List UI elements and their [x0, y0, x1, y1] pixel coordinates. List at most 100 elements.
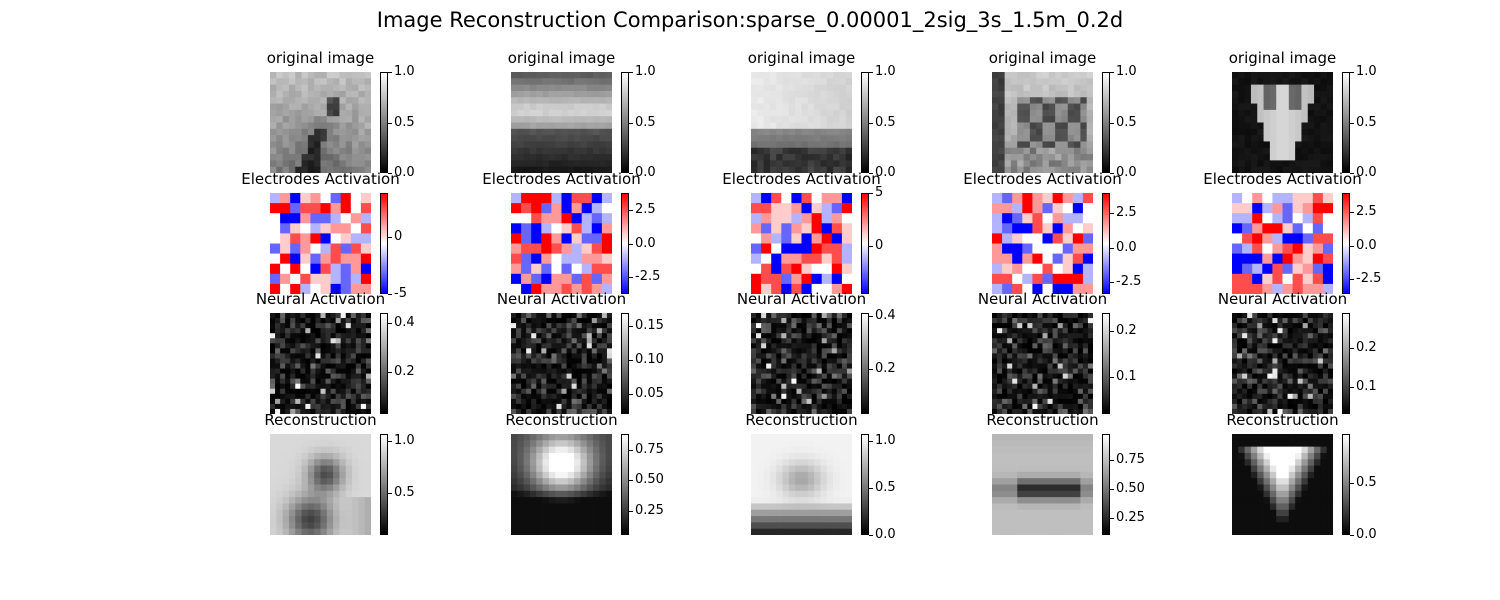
heatmap-cell	[1088, 394, 1093, 399]
heatmap-cell	[1074, 85, 1081, 92]
heatmap-cell	[1061, 440, 1068, 447]
heatmap-cell	[333, 116, 340, 123]
heatmap-cell	[1063, 374, 1068, 379]
heatmap-cell	[1017, 503, 1024, 510]
heatmap-cell	[1270, 141, 1277, 148]
heatmap-cell	[574, 491, 581, 498]
heatmap-cell	[516, 333, 521, 338]
heatmap-cell	[1087, 472, 1093, 479]
heatmap-cell	[820, 110, 827, 117]
heatmap-cell	[333, 472, 340, 479]
heatmap-cell	[1011, 491, 1018, 498]
heatmap-cell	[516, 389, 521, 394]
heatmap-cell	[1232, 274, 1243, 285]
heatmap-cell	[1068, 466, 1075, 473]
heatmap-cell	[1078, 323, 1083, 328]
heatmap-cell	[511, 129, 518, 136]
heatmap-cell	[1257, 129, 1264, 136]
heatmap-cell	[572, 394, 577, 399]
heatmap-cell	[336, 333, 341, 338]
heatmap-cell	[1272, 233, 1283, 244]
heatmap-cell	[817, 328, 822, 333]
heatmap-cell	[783, 91, 790, 98]
heatmap-cell	[1002, 323, 1007, 328]
heatmap-cell	[1048, 404, 1053, 409]
heatmap-cell	[285, 389, 290, 394]
heatmap-cell	[1007, 389, 1012, 394]
heatmap-cell	[336, 369, 341, 374]
heatmap-cell	[567, 343, 572, 348]
heatmap-cell	[776, 154, 783, 161]
heatmap-cell	[1277, 348, 1282, 353]
heatmap-cell	[833, 78, 840, 85]
heatmap-cell	[1074, 160, 1081, 167]
heatmap-cell	[1262, 313, 1267, 318]
heatmap-cell	[331, 193, 342, 204]
heatmap-cell	[1061, 516, 1068, 523]
heatmap-cell	[1027, 389, 1032, 394]
heatmap-cell	[814, 154, 821, 161]
heatmap-cell	[1318, 318, 1323, 323]
heatmap-cell	[536, 384, 541, 389]
heatmap-cell	[336, 399, 341, 404]
heatmap-cell	[1049, 129, 1056, 136]
heatmap-cell	[521, 404, 526, 409]
heatmap-cell	[992, 123, 999, 130]
heatmap-cell	[1080, 91, 1087, 98]
heatmap-cell	[289, 434, 296, 441]
heatmap-cell	[1262, 318, 1267, 323]
heatmap-cell	[1017, 160, 1024, 167]
heatmap-cell	[541, 318, 546, 323]
heatmap-cell	[1314, 97, 1321, 104]
heatmap-cell	[352, 141, 359, 148]
heatmap-cell	[1073, 369, 1078, 374]
heatmap-cell	[599, 116, 606, 123]
heatmap-cell	[580, 485, 587, 492]
heatmap-cell	[776, 97, 783, 104]
heatmap-cell	[1313, 274, 1324, 285]
heatmap-cell	[802, 233, 813, 244]
heatmap-cell	[295, 453, 302, 460]
heatmap-cell	[1061, 478, 1068, 485]
heatmap-cell	[597, 389, 602, 394]
heatmap-cell	[808, 135, 815, 142]
heatmap-cell	[580, 141, 587, 148]
colorbar-tick-label: 0.05	[635, 386, 664, 401]
heatmap-cell	[1267, 358, 1272, 363]
heatmap-cell	[517, 485, 524, 492]
heatmap-cell	[567, 389, 572, 394]
heatmap-cell	[1043, 274, 1054, 285]
heatmap-cell	[1323, 233, 1333, 244]
heatmap-cell	[270, 318, 275, 323]
heatmap-cell	[352, 135, 359, 142]
heatmap-cell	[1043, 510, 1050, 517]
heatmap-cell	[761, 244, 772, 255]
heatmap-cell	[1007, 338, 1012, 343]
heatmap-cell	[1272, 323, 1277, 328]
heatmap-cell	[1061, 447, 1068, 454]
heatmap-cell	[1257, 404, 1262, 409]
heatmap-cell	[997, 318, 1002, 323]
heatmap-cell	[1238, 72, 1245, 79]
heatmap-cell	[1030, 522, 1037, 529]
heatmap-cell	[832, 404, 837, 409]
heatmap-cell	[521, 264, 532, 275]
heatmap-cell	[308, 129, 315, 136]
heatmap-cell	[517, 135, 524, 142]
colorbar-tick-mark	[629, 511, 633, 512]
heatmap-cell	[1264, 104, 1271, 111]
heatmap-cell	[1262, 364, 1267, 369]
heatmap-cell	[1017, 123, 1024, 130]
heatmap-cell	[283, 110, 290, 117]
heatmap-cell	[1080, 85, 1087, 92]
heatmap-cell	[837, 389, 842, 394]
heatmap-cell	[511, 348, 516, 353]
heatmap-cell	[992, 110, 999, 117]
heatmap-cell	[771, 333, 776, 338]
heatmap-cell	[770, 491, 777, 498]
heatmap-cell	[827, 338, 832, 343]
heatmap-cell	[1063, 223, 1074, 234]
heatmap-cell	[556, 399, 561, 404]
heatmap-cell	[1024, 516, 1031, 523]
heatmap-cell	[1017, 333, 1022, 338]
